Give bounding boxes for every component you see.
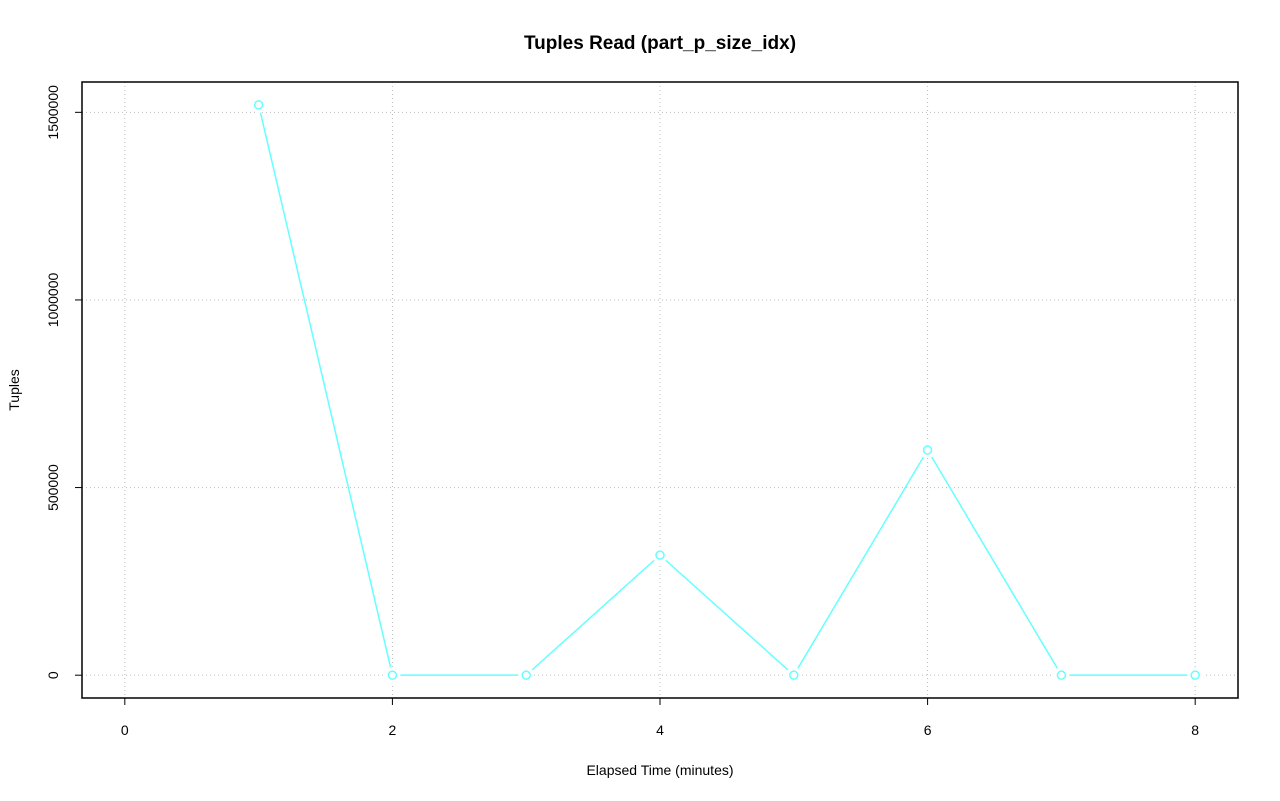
- data-point: [655, 550, 665, 560]
- chart-title: Tuples Read (part_p_size_idx): [524, 33, 796, 54]
- y-tick-label: 1500000: [45, 85, 61, 140]
- data-point: [1056, 670, 1067, 680]
- plot-frame: [81, 81, 1239, 699]
- point-gap: [1053, 667, 1070, 684]
- data-point: [521, 670, 531, 680]
- x-tick-label: 0: [121, 722, 129, 738]
- x-axis-label: Elapsed Time (minutes): [586, 762, 733, 778]
- x-tick-label: 2: [389, 722, 397, 738]
- point-gap: [518, 667, 535, 684]
- data-point: [387, 670, 398, 680]
- data-point: [922, 445, 933, 455]
- series-line: [257, 104, 1196, 677]
- x-tick-label: 6: [924, 722, 932, 738]
- y-axis-label: Tuples: [6, 369, 22, 411]
- data-point: [789, 670, 799, 680]
- point-gap: [1187, 667, 1204, 684]
- x-tick-label: 8: [1191, 722, 1199, 738]
- x-tick-label: 4: [656, 722, 664, 738]
- point-gap: [919, 442, 936, 459]
- data-point: [1190, 670, 1200, 680]
- point-gap: [250, 96, 267, 113]
- point-gap: [384, 667, 401, 684]
- point-gap: [785, 667, 802, 684]
- point-gap: [652, 547, 668, 564]
- y-tick-label: 500000: [45, 464, 61, 511]
- y-tick-label: 0: [45, 671, 61, 679]
- y-tick-label: 1000000: [45, 272, 61, 327]
- data-point: [253, 100, 264, 110]
